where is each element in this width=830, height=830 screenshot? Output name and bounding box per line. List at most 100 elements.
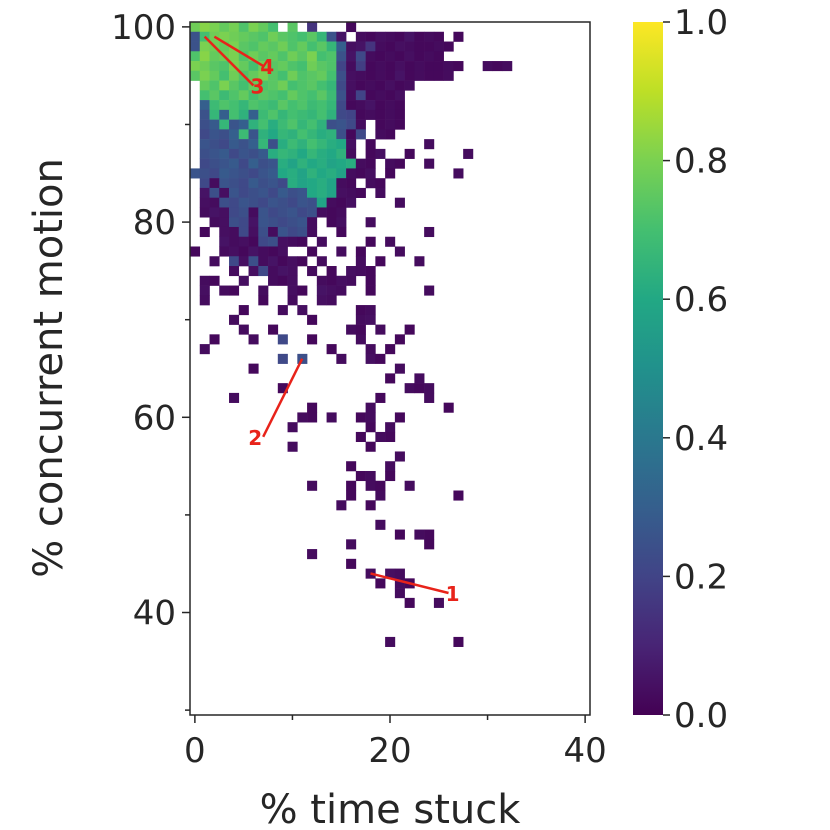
annotation-label: 2 — [248, 426, 262, 450]
heatmap-cell — [248, 22, 259, 33]
heatmap-cell — [199, 129, 210, 140]
heatmap-cell — [424, 31, 435, 42]
heatmap-cell — [414, 41, 425, 52]
heatmap-cell — [355, 168, 366, 179]
heatmap-cell — [355, 305, 366, 316]
heatmap-cell — [209, 178, 220, 189]
heatmap-cell — [346, 187, 357, 198]
heatmap-cell — [375, 519, 386, 530]
heatmap-cell — [248, 41, 259, 52]
heatmap-cell — [238, 197, 249, 208]
heatmap-cell — [326, 90, 337, 101]
heatmap-cell — [424, 139, 435, 150]
heatmap-cell — [394, 363, 405, 374]
heatmap-cell — [433, 597, 444, 608]
heatmap-cell — [268, 70, 279, 81]
heatmap-cell — [346, 266, 357, 277]
heatmap-cell — [355, 129, 366, 140]
heatmap-cell — [277, 207, 288, 218]
heatmap-cell — [307, 412, 318, 423]
heatmap-cell — [355, 70, 366, 81]
heatmap-cell — [297, 412, 308, 423]
heatmap-cell — [229, 285, 240, 296]
heatmap-cell — [336, 275, 347, 286]
heatmap-cell — [258, 226, 269, 238]
heatmap-cell — [346, 139, 357, 150]
heatmap-cell — [346, 324, 357, 335]
heatmap-cell — [277, 80, 288, 91]
heatmap-cell — [297, 31, 308, 42]
heatmap-cell — [277, 334, 288, 345]
heatmap-cell — [336, 41, 347, 52]
heatmap-cell — [287, 129, 298, 140]
heatmap-cell — [424, 383, 435, 394]
heatmap-cell — [219, 187, 230, 198]
heatmap-cell — [394, 246, 405, 257]
heatmap-cell — [424, 70, 435, 81]
heatmap-cell — [190, 246, 201, 257]
heatmap-cell — [297, 226, 308, 238]
heatmap-cell — [307, 158, 318, 169]
heatmap-cell — [248, 363, 259, 374]
heatmap-cell — [326, 41, 337, 52]
heatmap-cell — [336, 51, 347, 62]
heatmap-cell — [346, 461, 357, 472]
heatmap-cell — [346, 275, 357, 286]
heatmap-cell — [277, 70, 288, 81]
heatmap-cell — [385, 236, 396, 247]
heatmap-cell — [346, 51, 357, 62]
heatmap-cell — [268, 90, 279, 101]
heatmap-cell — [248, 207, 259, 218]
heatmap-cell — [385, 373, 396, 384]
heatmap-cell — [316, 129, 327, 140]
heatmap-cell — [346, 119, 357, 130]
heatmap-cell — [365, 168, 376, 179]
heatmap-cell — [404, 597, 415, 608]
heatmap-cell — [209, 334, 220, 345]
heatmap-cell — [209, 109, 220, 120]
heatmap-cell — [287, 422, 298, 433]
heatmap-cell — [268, 158, 279, 169]
heatmap-cell — [365, 470, 376, 482]
heatmap-cell — [229, 217, 240, 228]
heatmap-cell — [307, 549, 318, 560]
heatmap-cell — [219, 80, 230, 91]
heatmap-cell — [316, 119, 327, 130]
heatmap-cell — [229, 266, 240, 277]
heatmap-cell — [287, 90, 298, 101]
heatmap-cell — [316, 80, 327, 91]
heatmap-cell — [326, 100, 337, 111]
heatmap-cell — [277, 168, 288, 179]
heatmap-cell — [316, 256, 327, 267]
heatmap-cell — [287, 236, 298, 247]
heatmap-cell — [346, 558, 357, 569]
heatmap-cell — [219, 22, 230, 33]
heatmap-cell — [209, 100, 220, 111]
heatmap-cell — [268, 275, 279, 286]
heatmap-cell — [365, 266, 376, 277]
heatmap-cell — [453, 490, 464, 501]
heatmap-cell — [238, 187, 249, 198]
heatmap-cell — [297, 90, 308, 101]
heatmap-cell — [219, 109, 230, 120]
heatmap-cell — [414, 61, 425, 72]
heatmap-cell — [394, 100, 405, 111]
heatmap-cell — [258, 31, 269, 42]
heatmap-cell — [277, 197, 288, 208]
heatmap-cell — [248, 70, 259, 81]
heatmap-cell — [287, 197, 298, 208]
heatmap-cell — [248, 51, 259, 62]
y-tick-label: 60 — [133, 398, 176, 438]
heatmap-cell — [316, 295, 327, 306]
heatmap-cell — [365, 500, 376, 511]
heatmap-cell — [209, 22, 220, 33]
heatmap-cell — [443, 402, 454, 413]
heatmap-cell — [346, 197, 357, 208]
heatmap-cell — [355, 431, 366, 443]
heatmap-cell — [375, 392, 386, 403]
heatmap-cell — [209, 129, 220, 140]
x-tick-label: 20 — [368, 731, 411, 771]
heatmap-cell — [238, 236, 249, 247]
heatmap-cell — [394, 80, 405, 91]
heatmap-cell — [258, 109, 269, 120]
